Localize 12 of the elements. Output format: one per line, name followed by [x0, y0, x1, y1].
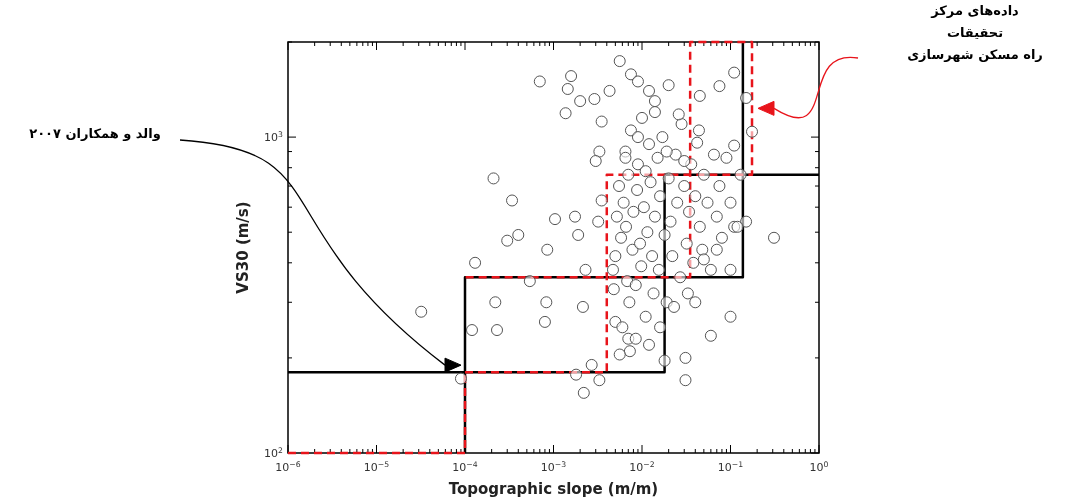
y-tick-label: 10$^{2}$	[264, 445, 284, 460]
x-tick-label: 10$^{−1}$	[717, 459, 744, 474]
x-tick-label: 10$^{−4}$	[452, 459, 478, 474]
x-tick-label: 10$^{0}$	[809, 459, 829, 474]
x-tick-label: 10$^{−6}$	[275, 459, 301, 474]
annotation: داده‌های مرکز تحقیقات راه مسکن شهرسازی	[757, 3, 1043, 119]
x-tick-label: 10$^{−2}$	[629, 459, 655, 474]
y-tick-label: 10$^{3}$	[264, 129, 284, 145]
y-axis-title: VS30 (m/s)	[234, 201, 252, 294]
x-tick-label: 10$^{−5}$	[363, 459, 390, 474]
x-axis-title: Topographic slope (m/m)	[448, 480, 659, 498]
x-tick-label: 10$^{−3}$	[540, 459, 567, 474]
